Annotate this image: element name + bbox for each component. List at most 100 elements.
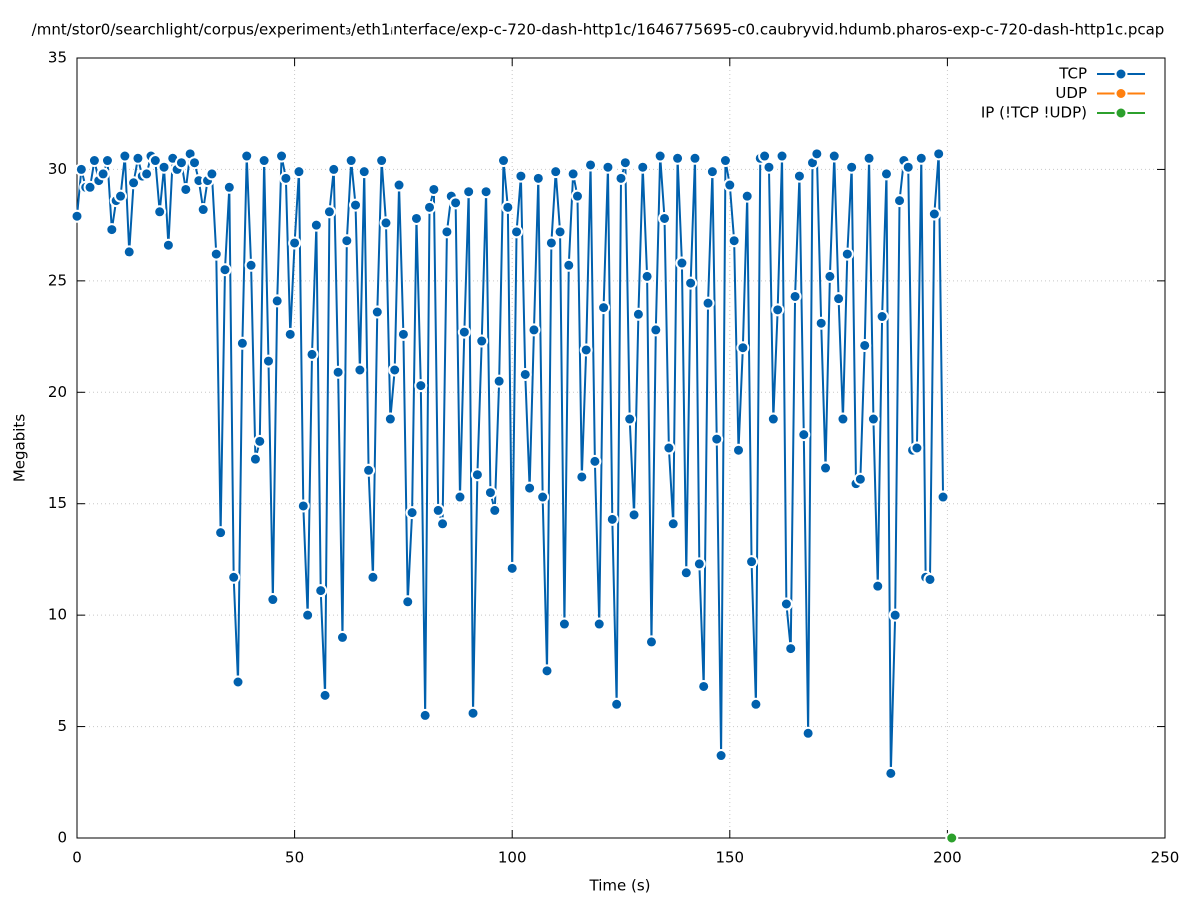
data-point <box>653 149 667 163</box>
data-point <box>779 597 793 611</box>
data-point <box>832 292 846 306</box>
data-point <box>749 697 763 711</box>
data-point <box>218 263 232 277</box>
data-point <box>605 512 619 526</box>
data-point <box>231 675 245 689</box>
data-point <box>636 160 650 174</box>
data-point <box>745 555 759 569</box>
data-point <box>505 561 519 575</box>
data-point <box>362 463 376 477</box>
data-point <box>544 236 558 250</box>
data-point <box>222 180 236 194</box>
data-point <box>819 461 833 475</box>
data-point <box>597 301 611 315</box>
data-point <box>701 296 715 310</box>
data-point <box>879 167 893 181</box>
data-point <box>714 749 728 763</box>
data-point <box>379 216 393 230</box>
data-point <box>440 225 454 239</box>
data-point <box>618 156 632 170</box>
data-point <box>322 205 336 219</box>
data-point <box>279 171 293 185</box>
data-point <box>457 325 471 339</box>
data-point <box>736 341 750 355</box>
data-point <box>579 343 593 357</box>
data-point <box>449 196 463 210</box>
data-point <box>357 165 371 179</box>
data-point <box>914 151 928 165</box>
data-point <box>627 508 641 522</box>
data-point <box>205 167 219 181</box>
data-point <box>614 171 628 185</box>
data-point <box>179 182 193 196</box>
data-point <box>875 310 889 324</box>
data-point <box>762 160 776 174</box>
data-point <box>275 149 289 163</box>
data-point <box>423 200 437 214</box>
data-point <box>100 154 114 168</box>
data-point <box>209 247 223 261</box>
data-point <box>932 147 946 161</box>
data-point <box>684 276 698 290</box>
data-point <box>157 160 171 174</box>
data-point <box>666 517 680 531</box>
data-point <box>732 443 746 457</box>
data-point <box>788 289 802 303</box>
data-point <box>83 180 97 194</box>
data-point <box>775 149 789 163</box>
data-point <box>214 526 228 540</box>
data-point <box>845 160 859 174</box>
data-point <box>675 256 689 270</box>
data-point <box>148 154 162 168</box>
data-point <box>740 189 754 203</box>
data-point <box>292 165 306 179</box>
data-point <box>240 149 254 163</box>
data-point <box>70 209 84 223</box>
data-point <box>910 441 924 455</box>
data-point <box>127 176 141 190</box>
data-point <box>697 679 711 693</box>
data-point <box>771 303 785 317</box>
legend-label: TCP <box>1058 65 1087 83</box>
data-point <box>288 236 302 250</box>
data-point <box>570 189 584 203</box>
data-point <box>784 642 798 656</box>
data-point <box>923 572 937 586</box>
data-point <box>588 454 602 468</box>
data-point <box>901 160 915 174</box>
data-point <box>266 593 280 607</box>
data-point <box>483 486 497 500</box>
data-point <box>261 354 275 368</box>
y-tick-label: 5 <box>57 717 67 735</box>
data-point <box>936 490 950 504</box>
data-point <box>575 470 589 484</box>
data-point <box>427 182 441 196</box>
data-point <box>335 630 349 644</box>
data-point <box>566 167 580 181</box>
data-point <box>927 207 941 221</box>
data-point <box>727 234 741 248</box>
data-point <box>105 223 119 237</box>
legend-label: IP (!TCP !UDP) <box>981 104 1087 122</box>
data-point <box>470 468 484 482</box>
data-point <box>270 294 284 308</box>
data-point <box>662 441 676 455</box>
data-point <box>501 200 515 214</box>
data-point <box>401 595 415 609</box>
data-point <box>671 151 685 165</box>
series-line <box>76 150 945 774</box>
data-point <box>862 151 876 165</box>
data-point <box>375 154 389 168</box>
data-point <box>649 323 663 337</box>
data-point <box>283 327 297 341</box>
data-point <box>131 151 145 165</box>
data-point <box>122 245 136 259</box>
data-point <box>823 269 837 283</box>
data-point <box>858 338 872 352</box>
x-tick-label: 200 <box>933 849 962 867</box>
y-tick-label: 20 <box>48 383 67 401</box>
data-point <box>871 579 885 593</box>
data-point <box>431 503 445 517</box>
data-point <box>418 708 432 722</box>
